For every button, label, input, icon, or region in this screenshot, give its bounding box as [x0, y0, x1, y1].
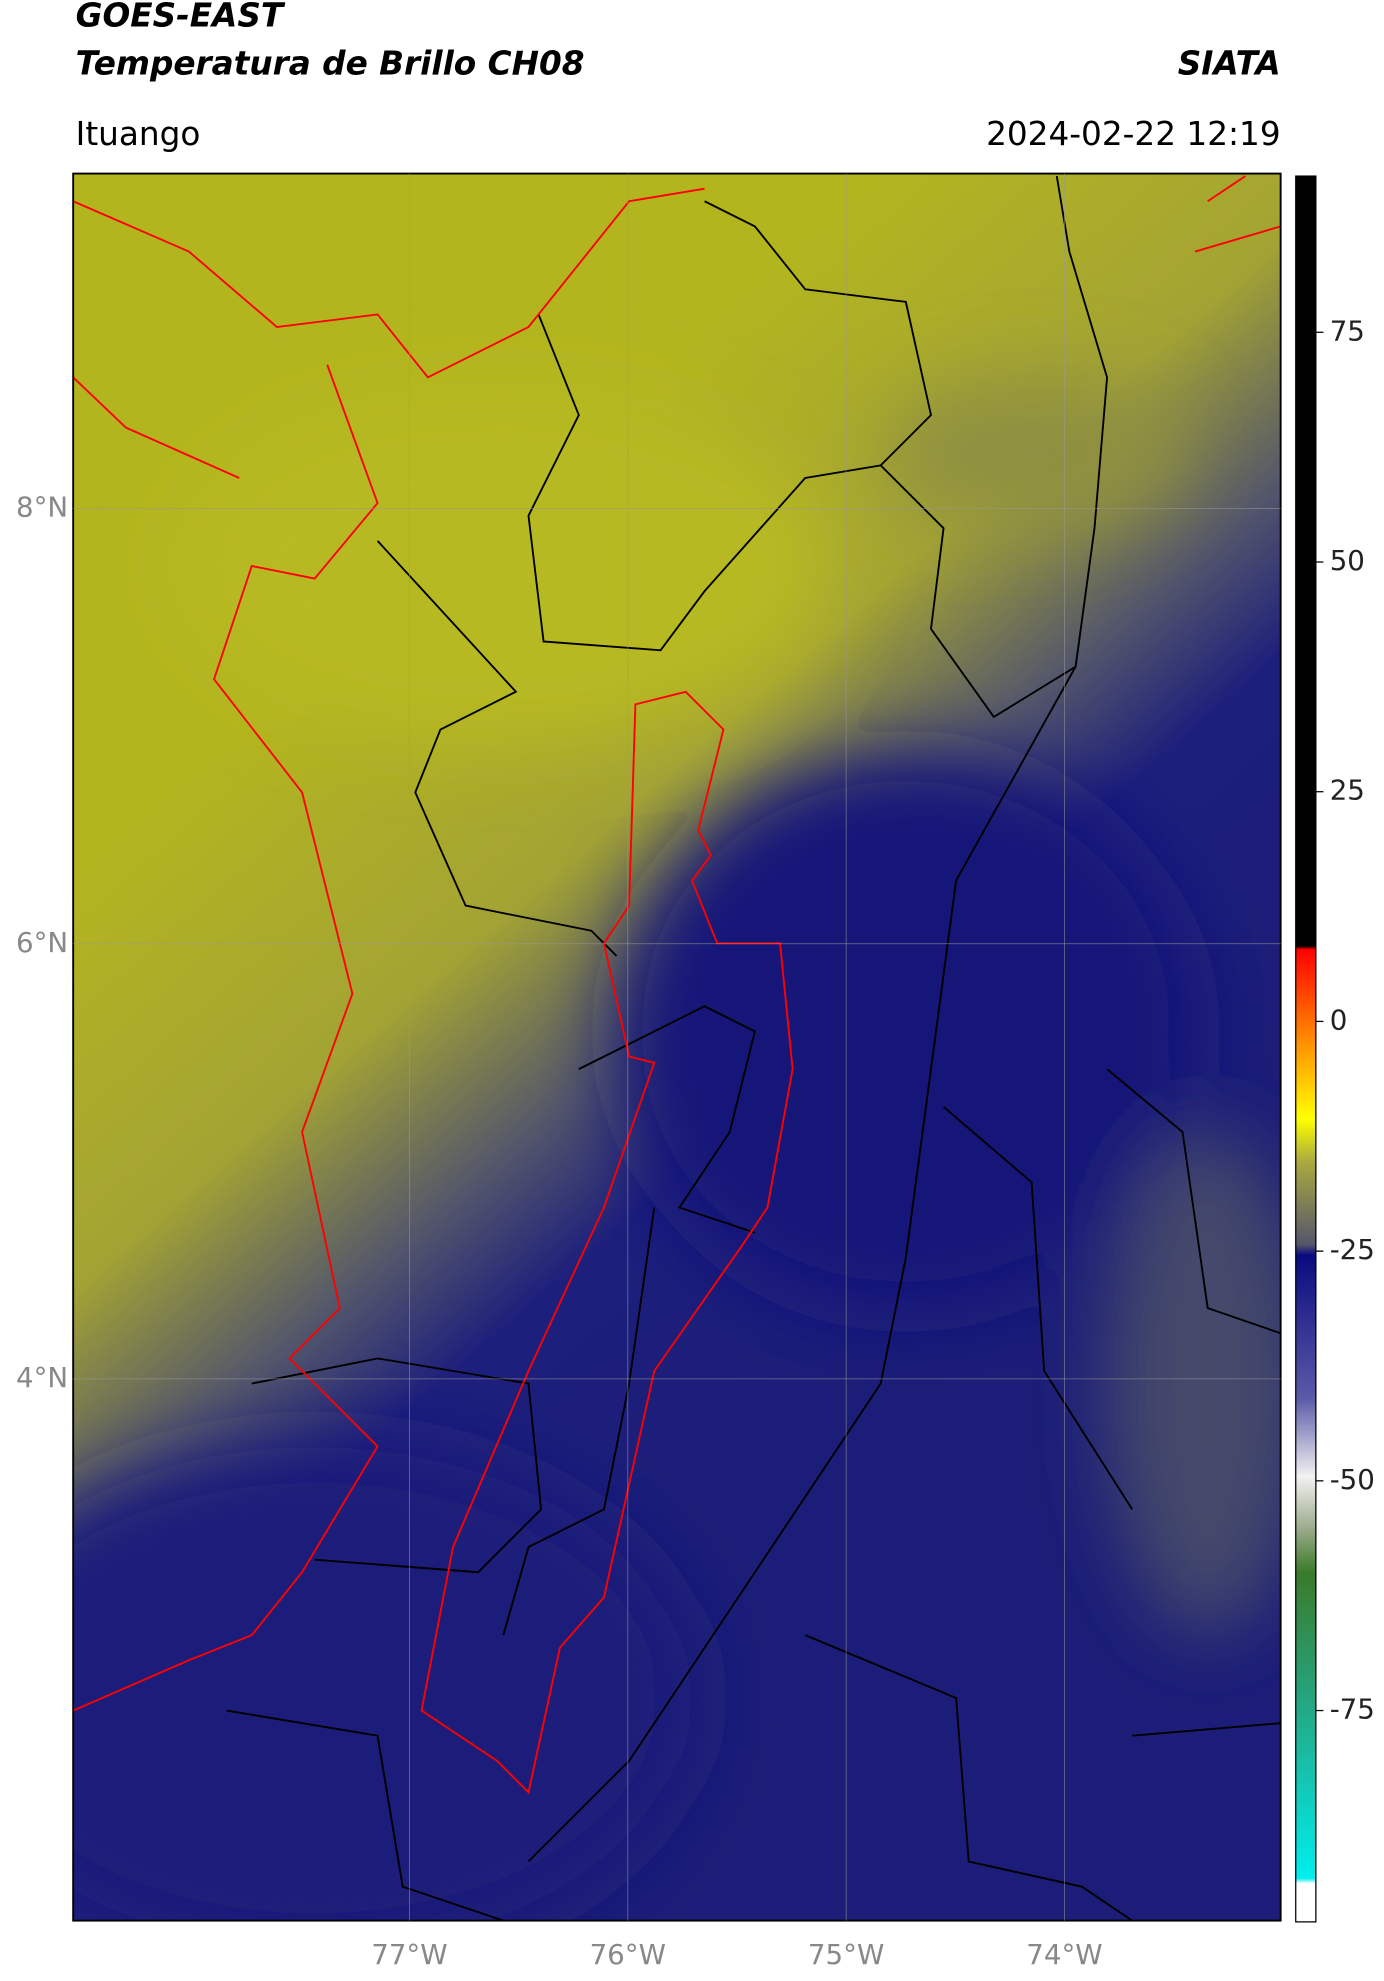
source: SIATA: [1178, 44, 1281, 82]
y-tick-label: 8°N: [16, 491, 68, 524]
x-tick-label: 74°W: [1026, 1938, 1102, 1971]
colorbar-tick-label: 25: [1330, 774, 1365, 807]
location: Ituango: [76, 115, 201, 153]
colorbar-tick-label: -75: [1330, 1693, 1375, 1726]
title: GOES-EAST: [76, 0, 286, 35]
map-frame: [72, 172, 1282, 1922]
colorbar: [1295, 175, 1317, 1923]
subtitle: Temperatura de Brillo CH08: [76, 44, 585, 82]
colorbar-tick-label: 0: [1330, 1003, 1348, 1036]
x-tick-label: 77°W: [371, 1938, 447, 1971]
colorbar-tick-label: 50: [1330, 544, 1365, 577]
datetime: 2024-02-22 12:19: [986, 115, 1281, 153]
y-tick-label: 4°N: [16, 1361, 68, 1394]
borders: [226, 175, 1281, 1921]
map-image: [73, 173, 1281, 1921]
y-tick-label: 6°N: [16, 926, 68, 959]
colorbar-tick-label: -25: [1330, 1233, 1375, 1266]
x-tick-label: 76°W: [590, 1938, 666, 1971]
boundaries-red: [73, 175, 1281, 1795]
x-tick-label: 75°W: [808, 1938, 884, 1971]
colorbar-tick-label: -50: [1330, 1463, 1375, 1496]
colorbar-tick-label: 75: [1330, 314, 1365, 347]
